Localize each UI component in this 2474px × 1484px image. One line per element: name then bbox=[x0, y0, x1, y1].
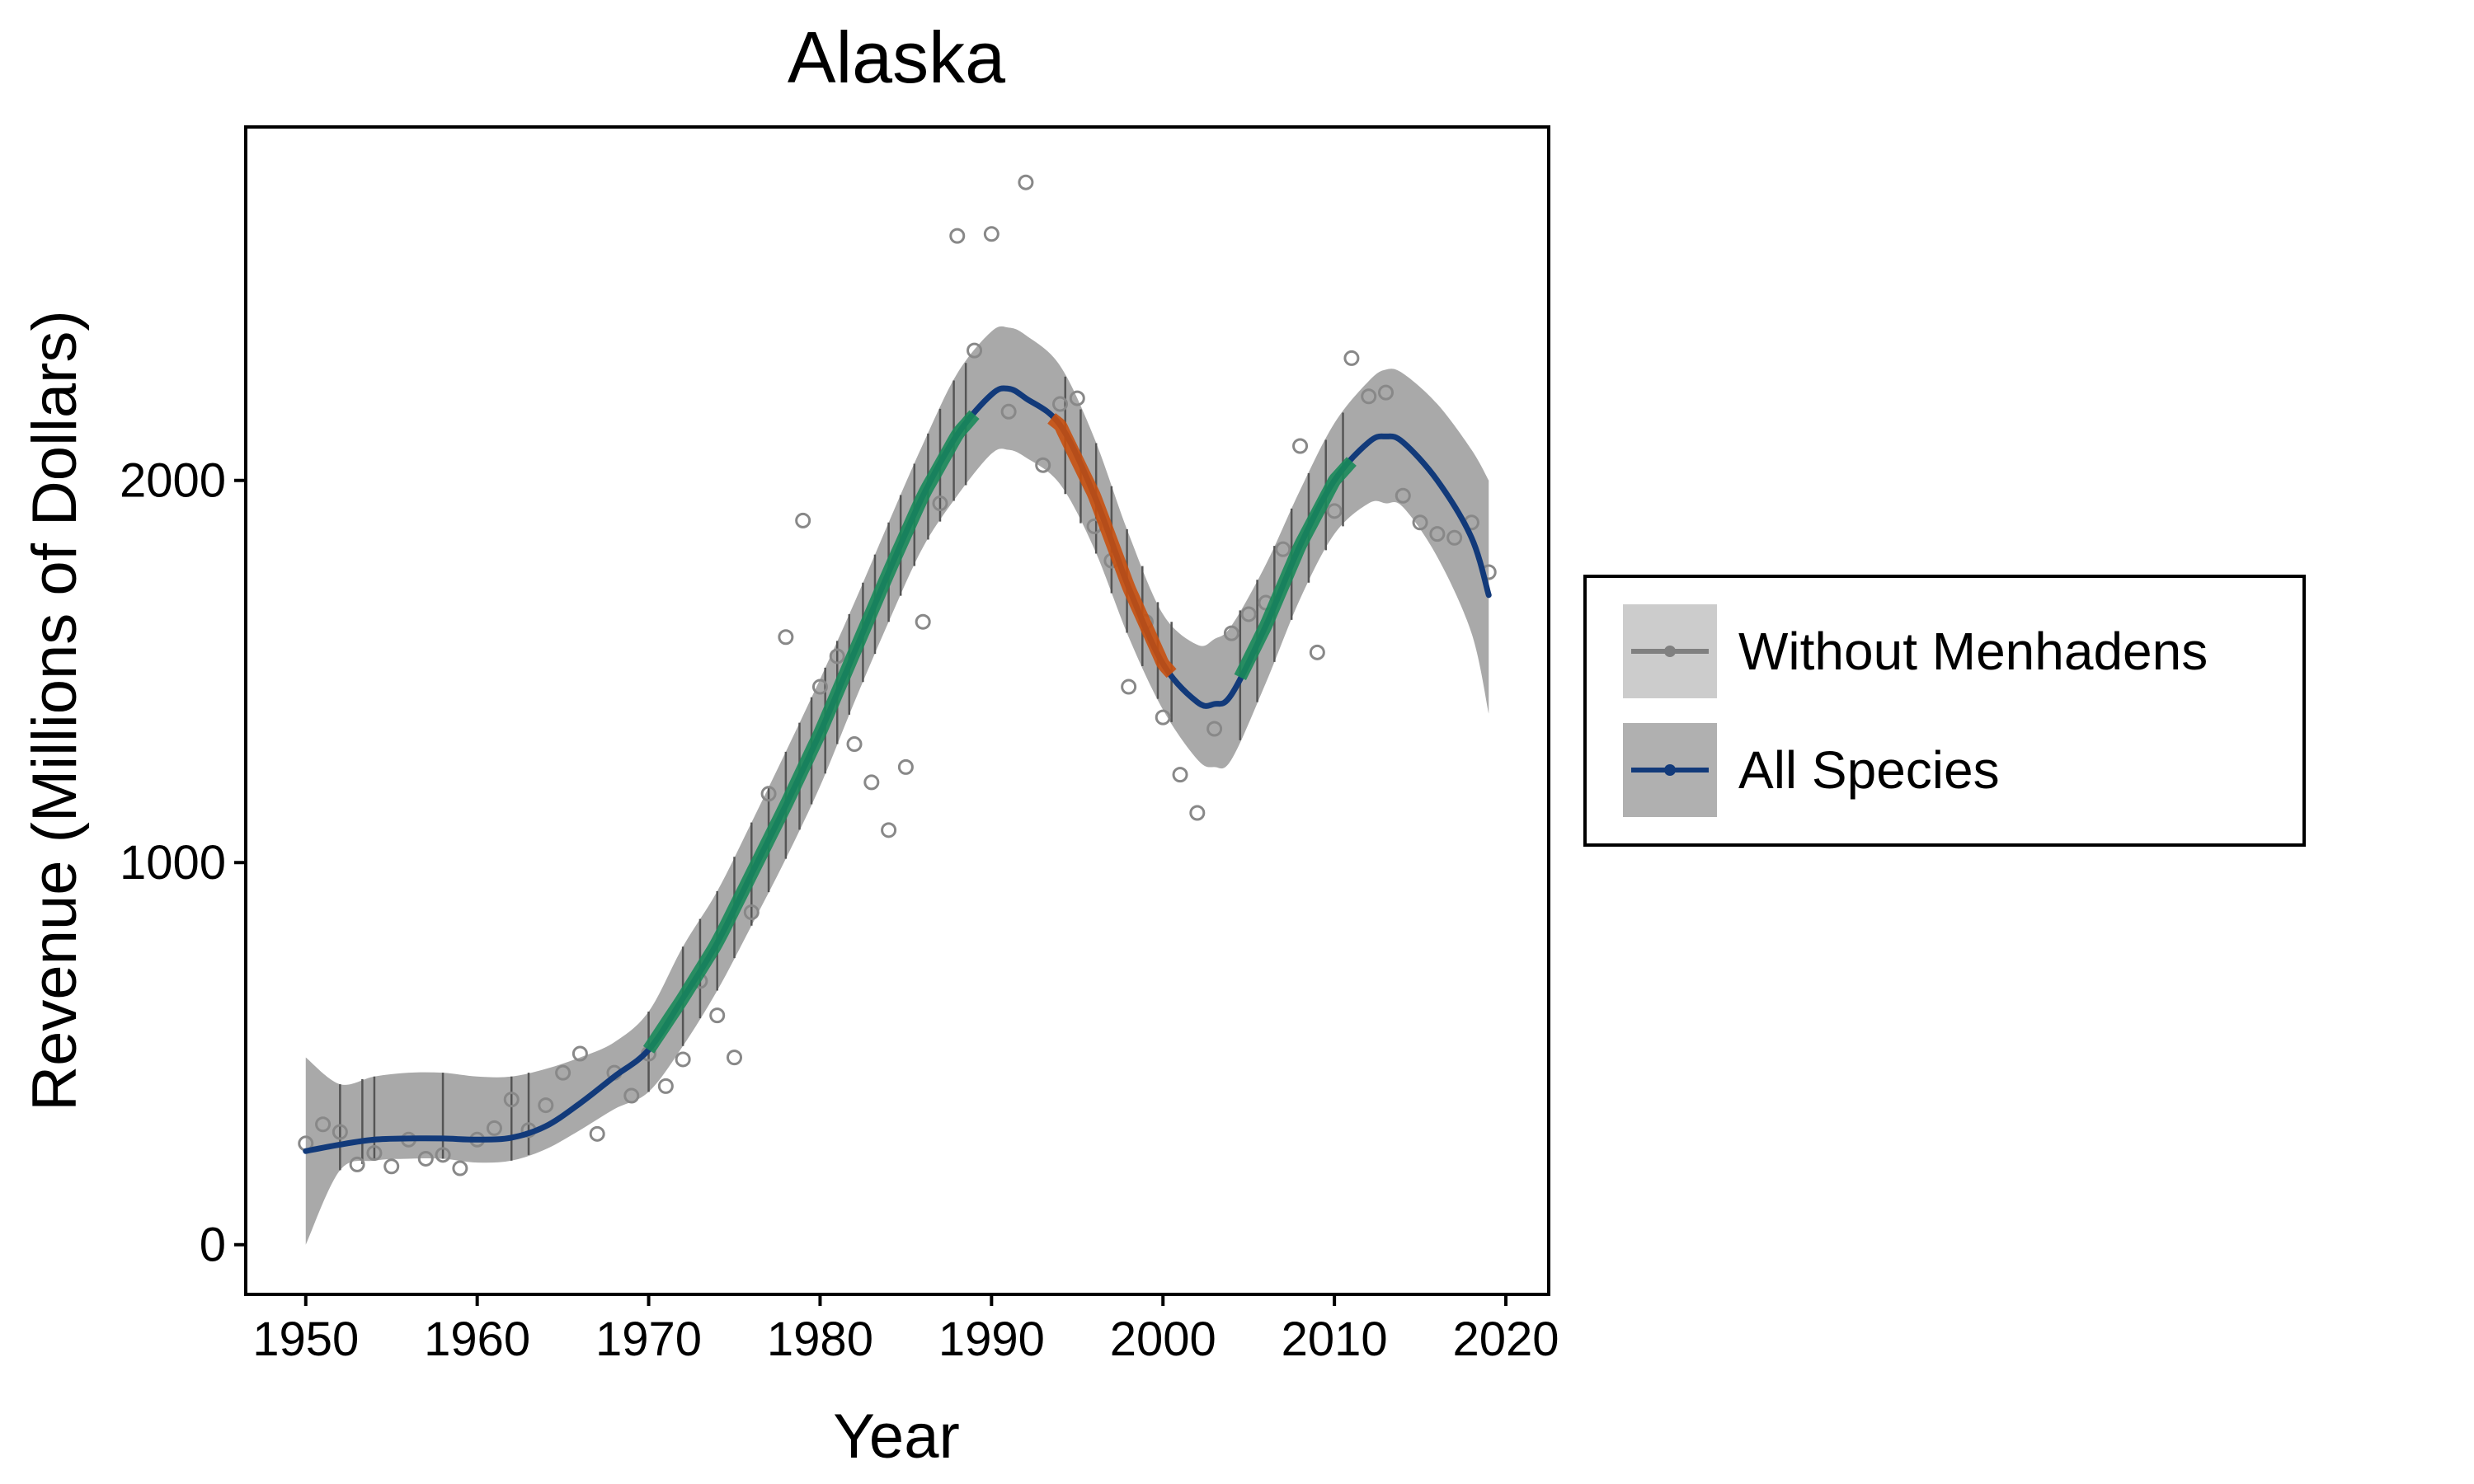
data-point bbox=[1035, 457, 1051, 473]
data-point bbox=[589, 1125, 605, 1142]
data-point bbox=[932, 495, 948, 512]
data-point bbox=[1155, 709, 1171, 726]
data-point bbox=[1240, 606, 1257, 622]
data-point bbox=[623, 1087, 640, 1104]
data-point bbox=[383, 1158, 400, 1175]
x-tick-label: 2000 bbox=[1110, 1313, 1216, 1366]
data-point bbox=[1000, 403, 1017, 420]
y-tick-label: 0 bbox=[200, 1219, 226, 1272]
trend-segment-decreasing bbox=[1047, 413, 1177, 679]
x-axis: 1950 1960 1970 1980 1990 2000 2010 2020 bbox=[252, 1294, 1559, 1366]
x-tick-label: 1980 bbox=[767, 1313, 873, 1366]
data-point bbox=[1429, 526, 1446, 542]
data-point bbox=[657, 1078, 674, 1094]
data-point bbox=[846, 736, 863, 753]
data-point bbox=[760, 786, 777, 802]
data-point bbox=[1206, 721, 1223, 737]
data-point bbox=[1275, 541, 1291, 557]
legend: Without Menhadens All Species bbox=[1583, 575, 2306, 847]
trend-segment-increasing bbox=[642, 410, 980, 1054]
chart-title: Alaska bbox=[788, 16, 1005, 98]
data-point bbox=[1326, 503, 1343, 519]
data-point bbox=[1189, 805, 1206, 821]
data-point bbox=[538, 1097, 554, 1114]
x-tick-label: 1990 bbox=[938, 1313, 1045, 1366]
data-point bbox=[452, 1160, 468, 1176]
data-point bbox=[555, 1064, 571, 1081]
y-axis: 0 1000 2000 bbox=[120, 454, 246, 1272]
legend-point-without-menhadens bbox=[1664, 646, 1676, 657]
data-point bbox=[571, 1045, 588, 1062]
data-point bbox=[897, 758, 914, 775]
data-point bbox=[1309, 644, 1325, 660]
data-point bbox=[486, 1120, 502, 1136]
data-point bbox=[1343, 350, 1360, 366]
data-point bbox=[1292, 438, 1309, 454]
x-axis-label: Year bbox=[833, 1402, 960, 1472]
y-tick-label: 2000 bbox=[120, 454, 226, 508]
data-point bbox=[1446, 529, 1463, 546]
plot-area bbox=[298, 174, 1497, 1245]
y-tick-label: 1000 bbox=[120, 836, 226, 890]
x-tick-label: 1950 bbox=[252, 1313, 359, 1366]
y-axis-label: Revenue (Millions of Dollars) bbox=[20, 310, 90, 1111]
data-point bbox=[949, 228, 966, 244]
trend-segments bbox=[642, 410, 1357, 1054]
data-point bbox=[315, 1116, 332, 1133]
data-point bbox=[1412, 514, 1428, 531]
data-point bbox=[1223, 625, 1239, 641]
plot-frame bbox=[244, 125, 1550, 1296]
data-point bbox=[709, 1007, 726, 1024]
data-point bbox=[503, 1092, 520, 1108]
data-point bbox=[1361, 388, 1377, 405]
data-point bbox=[863, 774, 880, 791]
data-point bbox=[417, 1150, 434, 1167]
legend-point-all-species bbox=[1664, 764, 1676, 776]
data-point bbox=[1018, 174, 1034, 190]
data-point bbox=[967, 342, 983, 359]
data-point bbox=[795, 512, 811, 528]
x-tick-label: 2020 bbox=[1453, 1313, 1559, 1366]
data-point bbox=[743, 904, 760, 920]
data-point bbox=[1395, 487, 1411, 504]
data-point bbox=[983, 226, 999, 242]
data-point bbox=[675, 1051, 691, 1068]
data-point bbox=[435, 1147, 451, 1163]
data-point bbox=[778, 629, 794, 646]
data-point bbox=[1378, 384, 1394, 401]
data-point bbox=[366, 1145, 383, 1162]
data-point bbox=[1069, 390, 1085, 406]
x-tick-label: 2010 bbox=[1282, 1313, 1388, 1366]
x-tick-label: 1970 bbox=[595, 1313, 702, 1366]
data-point bbox=[1052, 396, 1068, 412]
data-point bbox=[811, 679, 828, 695]
data-point bbox=[349, 1156, 365, 1172]
data-point bbox=[727, 1050, 742, 1066]
trend-segment-increasing bbox=[1234, 457, 1357, 680]
data-point bbox=[881, 822, 897, 838]
data-point bbox=[829, 648, 845, 665]
data-point bbox=[1172, 767, 1188, 783]
x-tick-label: 1960 bbox=[424, 1313, 530, 1366]
data-point bbox=[332, 1124, 348, 1140]
legend-label-all-species: All Species bbox=[1738, 740, 2000, 800]
data-point bbox=[915, 613, 931, 630]
legend-label-without-menhadens: Without Menhadens bbox=[1738, 622, 2208, 681]
data-point bbox=[1121, 679, 1137, 695]
